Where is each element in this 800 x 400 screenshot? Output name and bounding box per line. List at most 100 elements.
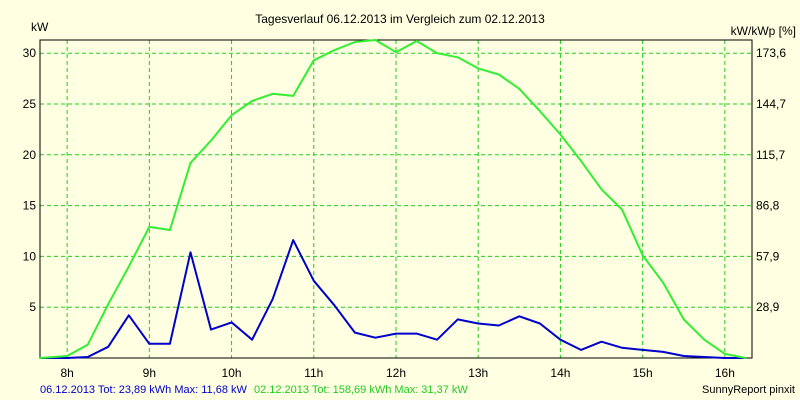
x-tick-label-0: 8h (60, 366, 73, 380)
series-1-point-3 (107, 346, 110, 348)
x-tick-label-1: 9h (143, 366, 156, 380)
series-2-point-16 (374, 39, 377, 41)
series-2-point-27 (600, 188, 603, 191)
x-tick-label-2: 10h (222, 366, 242, 380)
series-1-point-27 (600, 340, 603, 343)
plot-frame (39, 39, 753, 359)
y-left-tick-label-1: 10 (23, 249, 37, 263)
footer-series1-summary: 06.12.2013 Tot: 23,89 kWh Max: 11,68 kW (40, 384, 247, 396)
series-2-point-7 (189, 162, 192, 164)
series-2-point-28 (621, 208, 623, 211)
series-2-point-23 (518, 87, 521, 90)
y-right-tick-label-3: 115,7 (756, 148, 785, 162)
series-1-point-30 (662, 351, 665, 353)
series-2-point-14 (333, 49, 336, 51)
series-1-point-16 (374, 336, 377, 339)
x-tick-label-5: 13h (468, 366, 488, 380)
footer-series2-summary: 02.12.2013 Tot: 158,69 kWh Max: 31,37 kW (254, 384, 468, 396)
y-right-tick-label-5: 173,6 (756, 46, 786, 60)
series-1-point-7 (189, 251, 192, 254)
series-2-point-26 (580, 160, 582, 162)
series-2-point-9 (230, 114, 233, 116)
series-1-point-24 (539, 322, 541, 325)
series-2-point-15 (354, 41, 356, 43)
series-2-point-5 (148, 226, 151, 228)
x-tick-label-6: 14h (550, 366, 570, 380)
series-2-point-30 (662, 282, 665, 284)
series-2-point-10 (251, 100, 253, 102)
series-1-point-6 (169, 342, 171, 345)
series-1-point-11 (271, 298, 274, 300)
x-tick-label-7: 15h (633, 366, 653, 380)
series-2-point-34 (744, 357, 747, 359)
series-2-point-25 (559, 133, 562, 136)
series-2-point-13 (312, 59, 315, 62)
series-lines (39, 39, 747, 359)
x-tick-label-3: 11h (304, 366, 323, 380)
series-1-point-5 (148, 342, 151, 345)
series-2-point-18 (415, 40, 418, 42)
series-1-point-19 (436, 338, 438, 341)
series-line-1 (40, 239, 746, 359)
series-2-point-12 (292, 95, 295, 97)
series-2-point-17 (395, 51, 397, 53)
series-1-point-10 (251, 338, 253, 341)
series-2-point-20 (456, 56, 459, 59)
series-2-point-11 (271, 93, 274, 95)
series-1-point-18 (415, 332, 418, 335)
series-1-point-22 (497, 324, 500, 327)
y-right-tick-label-0: 28,9 (756, 300, 780, 314)
chart-title: Tagesverlauf 06.12.2013 im Vergleich zum… (255, 12, 545, 26)
series-1-point-25 (559, 338, 562, 341)
series-1-point-13 (312, 279, 315, 282)
y-right-tick-label-2: 86,8 (756, 199, 780, 213)
series-1-point-12 (292, 239, 295, 241)
series-2-point-32 (703, 338, 706, 341)
series-1-point-26 (580, 349, 582, 351)
series-2-point-21 (477, 67, 480, 70)
series-1-point-15 (354, 331, 356, 334)
series-2-point-2 (86, 343, 89, 346)
y-left-tick-label-4: 25 (23, 97, 37, 111)
y-right-tick-label-4: 144,7 (756, 97, 786, 111)
tick-labels: 8h 9h 10h 11h 12h 13h 14h 15h 16h 5 28,9 10 57,9 15 86… (23, 46, 787, 380)
y-axis-left-label: kW (31, 20, 49, 34)
series-2-point-24 (539, 110, 541, 112)
series-2-point-0 (39, 357, 41, 359)
y-left-tick-label-0: 5 (29, 300, 36, 314)
series-2-point-4 (127, 265, 130, 268)
series-1-point-33 (724, 357, 726, 359)
series-1-point-20 (456, 318, 459, 321)
series-2-point-1 (66, 355, 68, 357)
series-line-2 (39, 39, 746, 359)
y-left-tick-label-5: 30 (23, 46, 37, 60)
series-2-point-6 (169, 229, 171, 231)
series-1-point-31 (682, 355, 685, 357)
series-2-point-19 (436, 52, 438, 55)
series-1-point-9 (230, 321, 233, 324)
footer-summary: 06.12.2013 Tot: 23,89 kWh Max: 11,68 kW … (40, 384, 468, 396)
series-1-point-28 (621, 347, 623, 349)
y-left-tick-label-2: 15 (23, 199, 37, 213)
series-1-point-8 (210, 328, 212, 331)
series-2-point-22 (497, 73, 500, 76)
x-tick-label-4: 12h (386, 366, 406, 380)
y-right-tick-label-1: 57,9 (756, 249, 780, 263)
grid-lines (40, 40, 752, 358)
series-2-point-8 (210, 139, 212, 142)
series-2-point-31 (682, 318, 685, 321)
series-2-point-33 (724, 353, 726, 355)
series-1-point-23 (518, 315, 521, 318)
series-1-point-32 (703, 356, 706, 358)
footer-credit: SunnyReport pinxit (702, 384, 795, 396)
y-left-tick-label-3: 20 (23, 148, 37, 162)
series-1-point-4 (127, 314, 130, 317)
series-1-point-21 (477, 322, 480, 325)
series-1-point-29 (641, 349, 644, 351)
series-1-point-2 (86, 356, 89, 358)
series-1-point-1 (66, 357, 68, 359)
series-1-point-14 (333, 304, 336, 306)
series-1-point-17 (395, 332, 397, 335)
x-tick-label-8: 16h (715, 366, 735, 380)
